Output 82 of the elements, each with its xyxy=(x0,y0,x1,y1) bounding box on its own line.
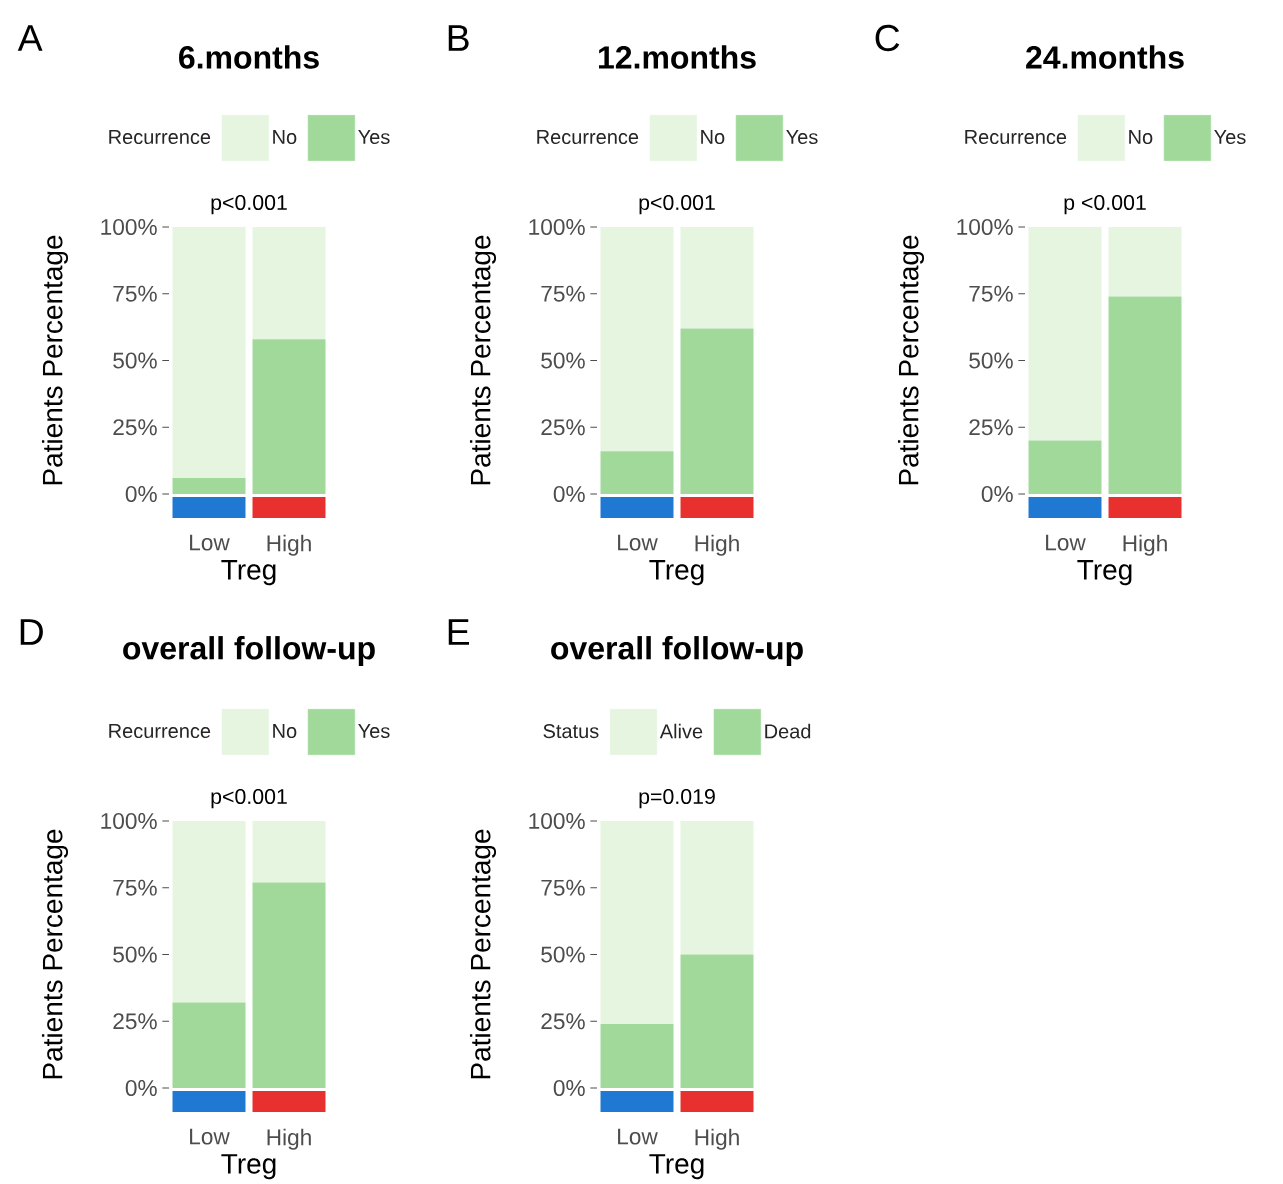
y-tick-label: 75% xyxy=(541,879,585,896)
legend-label: No xyxy=(1129,130,1153,145)
y-tick-label: 0% xyxy=(125,1080,157,1097)
x-axis-title: Treg xyxy=(649,560,704,586)
text: p <0.001 xyxy=(1064,195,1146,215)
x-tick-label: High xyxy=(695,1128,739,1151)
x-tick-label: Low xyxy=(618,1128,658,1145)
y-tick-label: 25% xyxy=(113,419,157,436)
bar xyxy=(680,227,754,329)
y-tick-label: 75% xyxy=(969,285,1013,302)
x-tick-label: Low xyxy=(1046,534,1086,551)
y-tick-label: 50% xyxy=(969,352,1013,369)
x-tick-label: High xyxy=(695,534,739,556)
x-tick-label: High xyxy=(1123,534,1167,556)
x-tick-label: Low xyxy=(618,534,658,551)
legend-label: Yes xyxy=(358,724,390,739)
y-tick-label: 25% xyxy=(541,1013,585,1030)
x-tick-label: High xyxy=(267,534,311,556)
legend-label: No xyxy=(273,130,297,145)
y-tick-label: 50% xyxy=(113,352,157,369)
chart-title: overall follow-up xyxy=(551,636,803,667)
x-axis-title: Treg xyxy=(649,1154,704,1180)
legend-title: Recurrence xyxy=(109,724,211,739)
y-axis-title: Patients Percentage xyxy=(41,829,69,1079)
text: p<0.001 xyxy=(211,789,287,809)
chart-title: 24.months xyxy=(1026,45,1184,69)
legend-title: Recurrence xyxy=(537,130,639,145)
text: B xyxy=(448,25,469,51)
text: D xyxy=(20,619,43,646)
legend-label: No xyxy=(701,130,725,145)
y-tick-label: 0% xyxy=(553,486,585,503)
y-tick-label: 0% xyxy=(981,486,1013,503)
y-tick-label: 25% xyxy=(113,1013,157,1030)
legend-label: Yes xyxy=(358,130,390,145)
y-tick-label: 100% xyxy=(529,219,585,236)
y-tick-label: 25% xyxy=(541,419,585,436)
y-tick-label: 75% xyxy=(541,285,585,302)
legend-label: Dead xyxy=(765,723,811,739)
chart-title: overall follow-up xyxy=(123,636,375,667)
y-tick-label: 50% xyxy=(541,946,585,963)
legend-label: Yes xyxy=(1214,130,1246,145)
y-tick-label: 50% xyxy=(541,352,585,369)
text: A xyxy=(17,25,43,51)
legend-label: Yes xyxy=(786,130,818,145)
y-axis-title: Patients Percentage xyxy=(897,235,925,485)
bar xyxy=(252,821,326,883)
x-tick-label: High xyxy=(267,1128,311,1151)
y-axis-title: Patients Percentage xyxy=(469,829,497,1079)
y-tick-label: 50% xyxy=(113,946,157,963)
y-tick-label: 75% xyxy=(113,879,157,896)
x-axis-title: Treg xyxy=(1077,560,1132,586)
bar xyxy=(252,227,326,340)
x-tick-label: Low xyxy=(190,534,230,551)
y-tick-label: 100% xyxy=(101,219,157,236)
legend-title: Status xyxy=(543,724,599,739)
y-tick-label: 100% xyxy=(101,813,157,830)
y-axis-title: Patients Percentage xyxy=(41,235,69,485)
text: p<0.001 xyxy=(211,195,287,215)
bar xyxy=(680,821,754,955)
legend-label: No xyxy=(273,724,297,739)
y-axis-title: Patients Percentage xyxy=(469,235,497,485)
text: p=0.019 xyxy=(639,789,715,809)
chart-title: 12.months xyxy=(598,45,756,69)
y-tick-label: 75% xyxy=(113,285,157,302)
text: E xyxy=(448,619,470,646)
y-tick-label: 0% xyxy=(553,1080,585,1097)
legend-title: Recurrence xyxy=(965,130,1067,145)
legend-title: Recurrence xyxy=(109,130,211,145)
x-axis-title: Treg xyxy=(221,1154,276,1180)
y-tick-label: 0% xyxy=(125,486,157,503)
legend-label: Alive xyxy=(659,723,703,739)
y-tick-label: 25% xyxy=(969,419,1013,436)
text: C xyxy=(875,24,900,52)
bar xyxy=(600,821,674,1025)
x-axis-title: Treg xyxy=(221,560,276,586)
bar xyxy=(172,821,246,1003)
bar xyxy=(1108,227,1182,297)
chart-title: 6.months xyxy=(179,45,319,69)
y-tick-label: 100% xyxy=(529,813,585,830)
text: p<0.001 xyxy=(639,195,715,215)
x-tick-label: Low xyxy=(190,1128,230,1145)
y-tick-label: 100% xyxy=(957,219,1013,236)
